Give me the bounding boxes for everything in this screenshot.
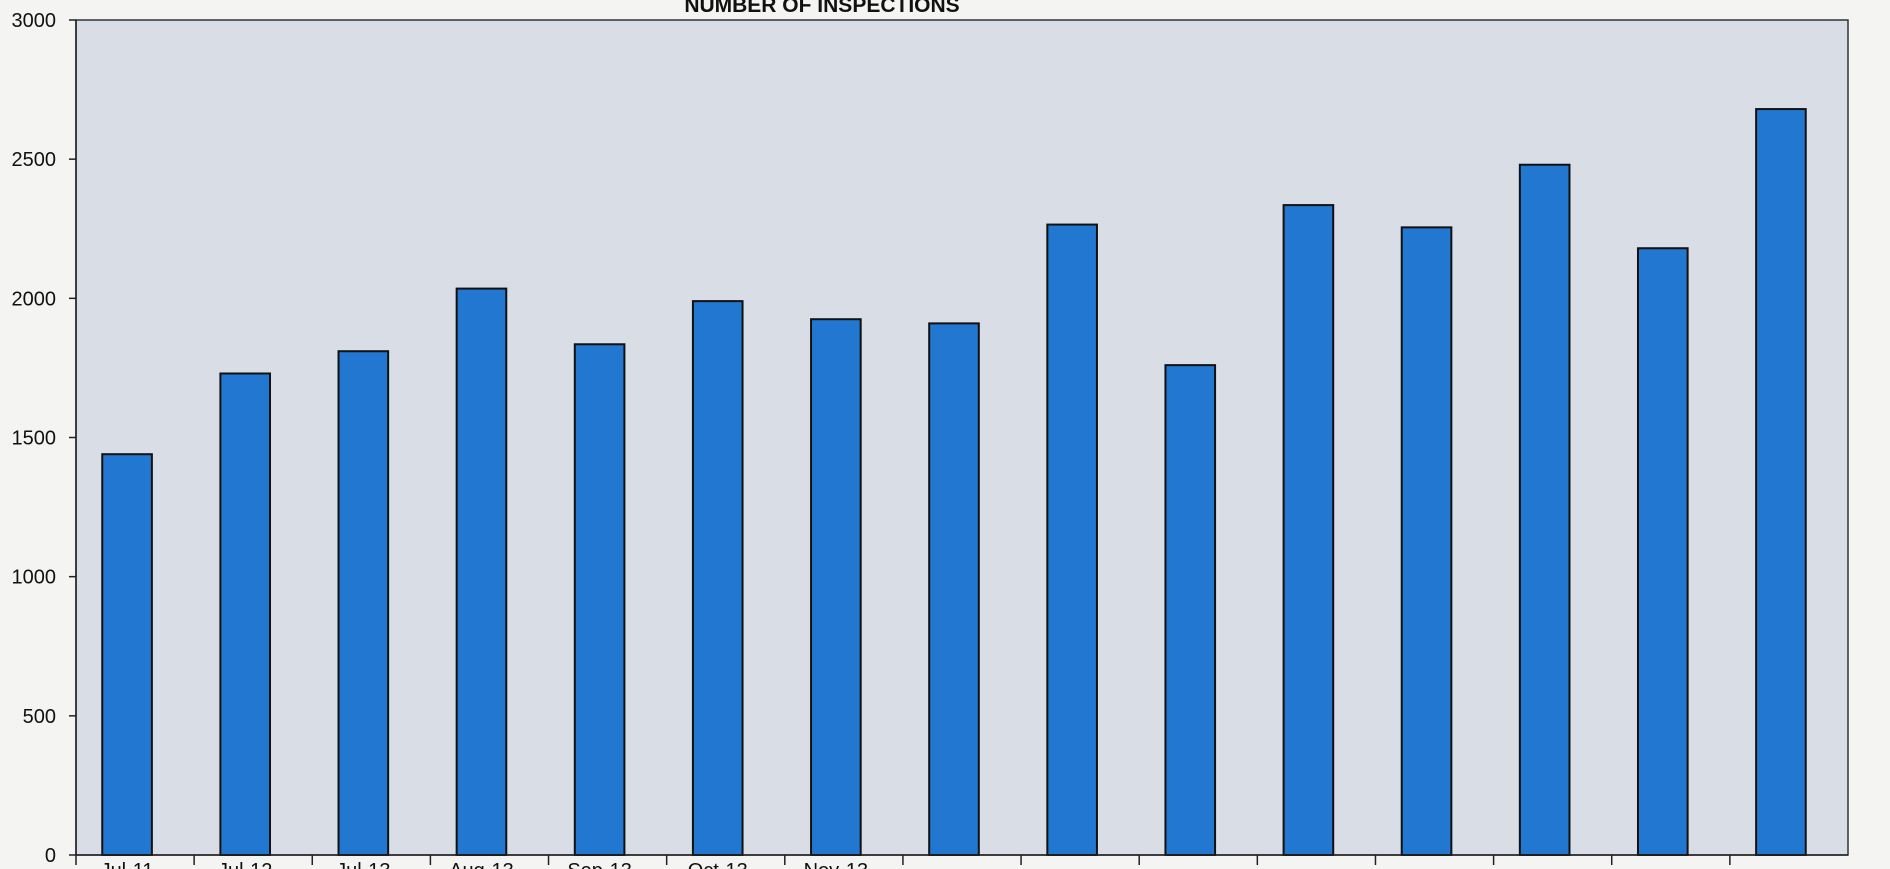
bar — [1518, 163, 1571, 856]
x-category-label: Jul-13 — [336, 860, 390, 869]
bar — [1164, 364, 1217, 856]
bar — [219, 372, 272, 856]
bar — [455, 287, 508, 856]
bar — [1755, 108, 1807, 857]
bar — [101, 453, 153, 856]
bar — [810, 318, 862, 857]
bar — [573, 343, 626, 856]
x-axis: Jul-11 Jul-12 Jul-13 Aug-13 Sep-13 Oct-13 Nov-… — [75, 854, 1848, 869]
bar — [1282, 204, 1335, 856]
x-category-label: Jul-12 — [218, 860, 272, 869]
y-tick-label: 3000 — [12, 10, 57, 32]
y-tick-label: 2000 — [12, 288, 57, 310]
x-category-label: Aug-13 — [449, 860, 514, 869]
y-tick-label: 500 — [23, 706, 56, 728]
bar — [1046, 223, 1098, 856]
chart-title: NUMBER OF INSPECTIONS — [684, 0, 959, 17]
bar — [1636, 247, 1689, 856]
bar — [1400, 226, 1453, 856]
x-category-label: Sep-13 — [567, 860, 632, 869]
bar — [691, 300, 744, 857]
y-axis: 0 500 1000 1500 2000 2500 3000 — [12, 10, 77, 867]
bar — [337, 350, 390, 856]
y-tick-label: 0 — [45, 845, 56, 867]
y-tick-label: 1500 — [12, 428, 57, 450]
bar — [928, 322, 980, 856]
y-tick-label: 1000 — [12, 567, 57, 589]
x-category-label: Nov-13 — [804, 860, 868, 869]
x-category-label: Jul-11 — [101, 860, 154, 869]
x-category-label: Oct-13 — [688, 860, 748, 869]
y-tick-label: 2500 — [12, 149, 57, 171]
bars-group — [101, 108, 1807, 857]
